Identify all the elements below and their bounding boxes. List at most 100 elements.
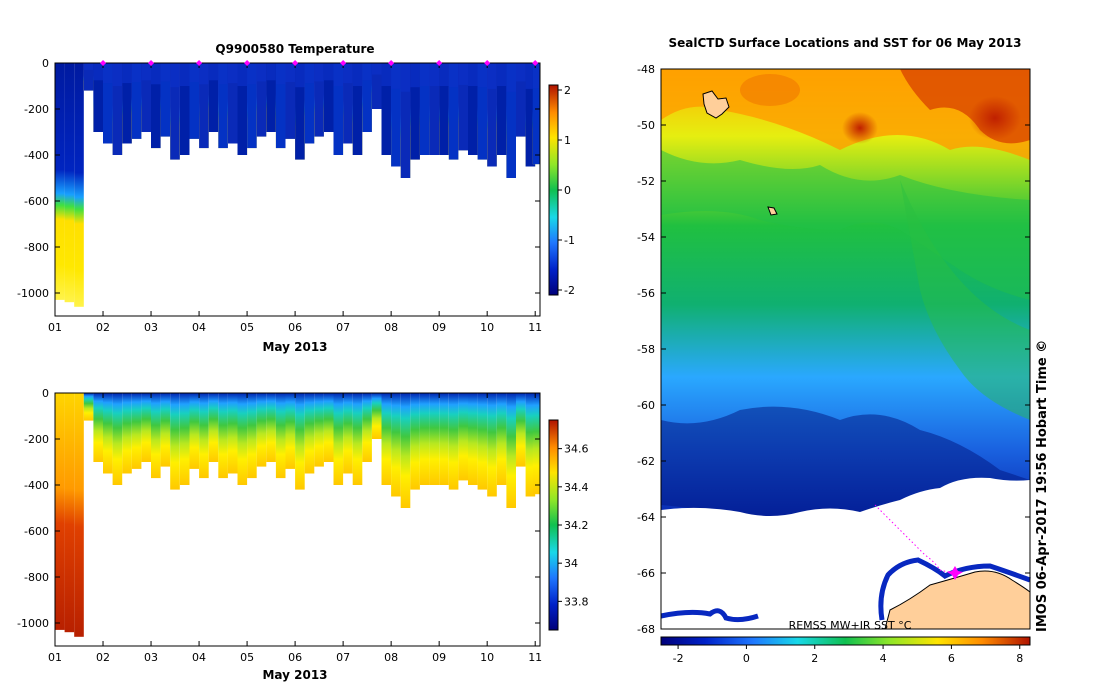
profile-column	[285, 393, 296, 469]
colorbar-tick-label: -1	[564, 234, 575, 247]
x-tick-label: 03	[144, 321, 158, 334]
profile-column-body	[112, 63, 123, 155]
profile-column-body	[256, 63, 267, 137]
salinity-panel: 0-200-400-600-800-1000 01 02 03 04 05 06 07 08 0…	[17, 387, 588, 682]
y-tick-label: 0	[42, 57, 49, 70]
profile-column	[448, 393, 459, 490]
salinity-profiles	[55, 393, 540, 637]
profile-column	[55, 63, 65, 300]
profile-column-body	[141, 63, 151, 132]
profile-column-body	[93, 63, 103, 132]
antarctic-land	[884, 570, 1031, 630]
profile-column	[410, 393, 420, 490]
profile-column	[55, 393, 65, 630]
x-tick-label: 09	[432, 321, 446, 334]
profile-column-surface	[391, 63, 401, 89]
profile-column-body	[391, 63, 401, 167]
profile-column-body	[525, 63, 536, 167]
profile-column	[304, 393, 315, 474]
profile-column	[275, 393, 286, 479]
profile-column	[429, 393, 440, 485]
profile-column-body	[439, 63, 449, 155]
profile-column-body	[103, 63, 113, 144]
profile-column-surface	[371, 63, 382, 75]
profile-column-surface	[141, 63, 151, 81]
profile-column-surface	[448, 63, 459, 88]
x-tick-label: 07	[336, 321, 350, 334]
temperature-colorbar	[548, 84, 559, 296]
profile-column	[83, 393, 94, 421]
profile-column-surface	[333, 63, 344, 86]
seal-track	[874, 504, 956, 573]
x-tick-label: 05	[240, 651, 254, 664]
profile-column-body	[410, 63, 420, 160]
profile-column-body	[323, 63, 334, 132]
sst-map-panel: SealCTD Surface Locations and SST for 06…	[637, 36, 1050, 665]
x-tick-label: 09	[432, 651, 446, 664]
profile-column-body	[532, 63, 540, 165]
x-tick-label: 11	[528, 321, 542, 334]
surface-marker	[100, 60, 107, 66]
y-tick-label: -200	[24, 103, 49, 116]
map-y-tick-label: -52	[637, 175, 655, 188]
sst-tick-label: 0	[743, 652, 750, 665]
colorbar-tick-label: 34	[564, 557, 578, 570]
profile-column-body	[314, 63, 324, 137]
x-tick-label: 10	[480, 651, 494, 664]
profile-column-surface	[160, 63, 171, 82]
temperature-colorbar-ticks: 2 1 0 -1 -2	[558, 84, 575, 297]
map-title: SealCTD Surface Locations and SST for 06…	[668, 36, 1021, 50]
profile-column-surface	[199, 63, 209, 85]
profile-column-surface	[189, 63, 200, 82]
profile-column-surface	[343, 63, 353, 84]
profile-column	[371, 393, 382, 439]
salinity-plot-frame	[54, 392, 541, 647]
profile-column	[170, 393, 180, 490]
profile-column-body	[304, 63, 315, 144]
profile-column-body	[429, 63, 440, 155]
profile-column	[247, 393, 257, 479]
map-y-tick-label: -48	[637, 63, 655, 76]
profile-column-surface	[218, 63, 228, 85]
profile-column-surface	[256, 63, 267, 82]
profile-column	[506, 393, 516, 508]
profile-column	[516, 393, 526, 467]
profile-column	[496, 393, 507, 485]
profile-column-body	[151, 63, 161, 149]
y-tick-label: -1000	[17, 617, 49, 630]
profile-column-surface	[295, 63, 305, 88]
profile-column-surface	[122, 63, 132, 84]
profile-column	[160, 393, 171, 467]
profile-column	[391, 393, 401, 497]
profile-column-surface	[362, 63, 372, 81]
map-y-tick-label: -60	[637, 399, 655, 412]
profile-column-body	[400, 63, 411, 178]
colorbar-tick-label: 34.4	[564, 481, 589, 494]
map-y-tick-label: -50	[637, 119, 655, 132]
sst-tick-label: -2	[673, 652, 684, 665]
x-tick-label: 02	[96, 321, 110, 334]
profile-column-body	[208, 63, 219, 132]
profile-column-body	[227, 63, 238, 144]
colorbar-tick-label: -2	[564, 284, 575, 297]
surface-marker	[484, 60, 491, 66]
y-tick-label: -800	[24, 241, 49, 254]
profile-column	[295, 393, 305, 490]
profile-column	[420, 393, 430, 485]
profile-column	[112, 393, 123, 485]
sst-colorbar	[660, 636, 1031, 646]
x-tick-label: 11	[528, 651, 542, 664]
profile-column	[218, 393, 228, 479]
y-tick-label: -400	[24, 479, 49, 492]
x-tick-label: 05	[240, 321, 254, 334]
profile-column-surface	[208, 63, 219, 81]
profile-column-surface	[237, 63, 248, 86]
salinity-y-axis: 0 -200 -400 -600 -800 -1000	[17, 387, 540, 630]
profile-column-surface	[170, 63, 180, 88]
surface-marker	[196, 60, 203, 66]
profile-column	[323, 393, 334, 462]
seal-position-marker	[947, 566, 963, 580]
profile-column-surface	[304, 63, 315, 84]
profile-column-body	[371, 63, 382, 109]
